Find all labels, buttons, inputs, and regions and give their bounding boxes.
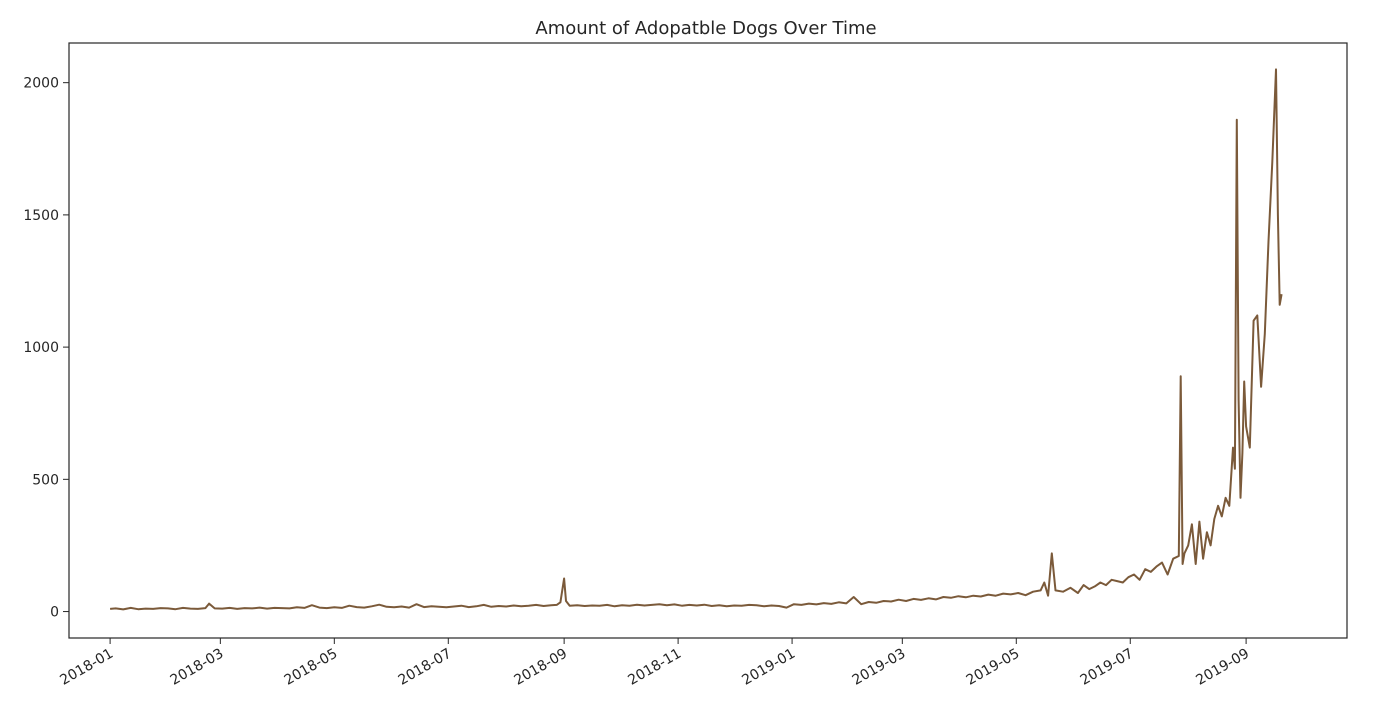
y-tick-label: 0: [50, 605, 59, 621]
plot-area-frame: [68, 42, 1348, 639]
x-tick-label: 2018-05: [282, 646, 341, 689]
y-axis: 0 500 1000 1500 2000: [23, 76, 69, 621]
x-tick-label: 2018-03: [168, 646, 227, 689]
series-layer: [110, 68, 1283, 611]
series-line: [110, 68, 1283, 611]
x-tick-label: 2019-05: [964, 646, 1023, 689]
x-tick-label: 2019-01: [739, 646, 798, 689]
y-tick-label: 500: [32, 472, 59, 488]
chart-title: Amount of Adopatble Dogs Over Time: [535, 18, 876, 39]
x-axis: 2018-01 2018-03 2018-05 2018-07 2018-09 2018-…: [57, 638, 1252, 689]
x-tick-label: 2019-07: [1078, 646, 1137, 689]
x-tick-label: 2019-03: [850, 646, 909, 689]
y-tick-label: 1500: [23, 208, 59, 224]
x-tick-label: 2018-07: [396, 646, 455, 689]
x-tick-label: 2018-01: [57, 646, 116, 689]
y-tick-label: 2000: [23, 76, 59, 92]
x-tick-label: 2018-09: [511, 646, 570, 689]
y-tick-label: 1000: [23, 340, 59, 356]
x-tick-label: 2018-11: [625, 646, 684, 689]
x-tick-label: 2019-09: [1193, 646, 1252, 689]
